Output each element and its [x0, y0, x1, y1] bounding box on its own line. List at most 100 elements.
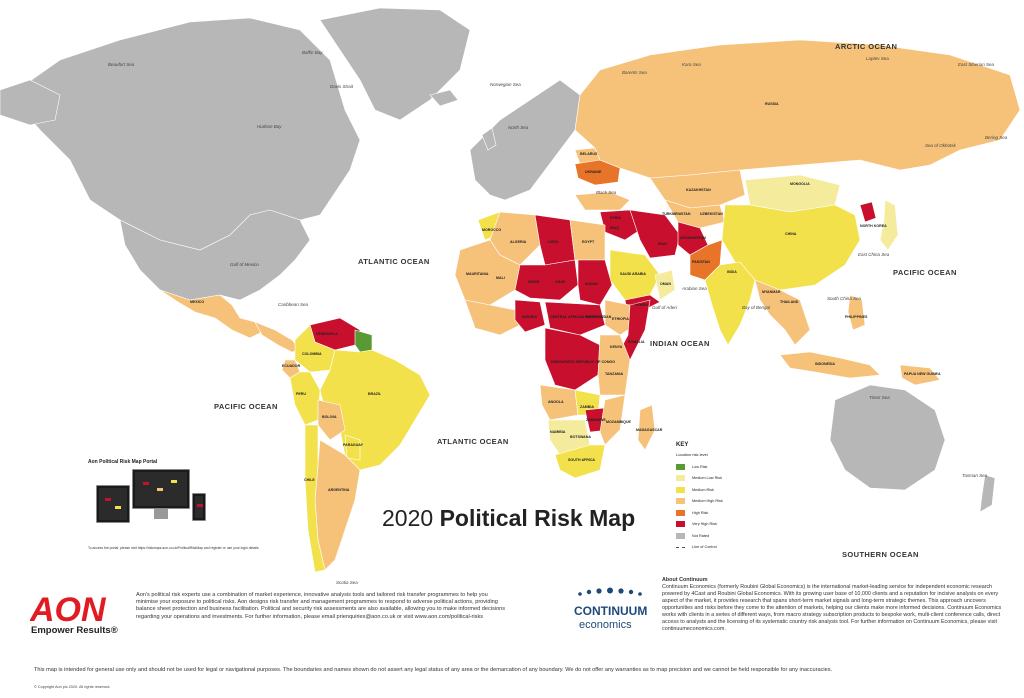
footer: AON Empower Results® Aon's political ris…	[0, 577, 1024, 698]
region-oman	[654, 269, 676, 301]
country-label: COLOMBIA	[302, 352, 322, 356]
portal-note: To access the portal, please visit https…	[88, 546, 260, 550]
country-label: LIBYA	[548, 240, 559, 244]
country-label: MOZAMBIQUE	[606, 420, 631, 424]
svg-text:economics: economics	[579, 619, 632, 631]
country-label: AFGHANISTAN	[680, 236, 706, 240]
country-label: VENEZUELA	[316, 332, 338, 336]
about-title: About Continuum	[662, 577, 708, 583]
key-item-medium: Medium Risk	[676, 484, 786, 496]
key-swatch-not-rated	[676, 532, 685, 539]
ocean-label-pacific-west: PACIFIC OCEAN	[214, 402, 278, 411]
country-label: MALI	[496, 276, 505, 280]
ocean-label-atlantic-south: ATLANTIC OCEAN	[437, 437, 509, 446]
country-label: MAURITANIA	[466, 272, 489, 276]
region-niger-chad	[514, 259, 579, 301]
region-western-europe	[469, 79, 581, 201]
region-turkey	[574, 191, 631, 211]
map-title-main: Political Risk Map	[439, 505, 636, 531]
key-label: Very High Risk	[692, 522, 717, 527]
sea-label: North Sea	[508, 125, 529, 130]
sea-label: Arabian Sea	[682, 286, 707, 291]
key-item-not-rated: Not Rated	[676, 530, 786, 542]
country-label: YEMEN	[635, 303, 648, 307]
country-label: BELARUS	[580, 152, 598, 156]
country-label: RUSSIA	[765, 102, 779, 106]
country-label: BRAZIL	[368, 392, 382, 396]
country-label: MEXICO	[190, 300, 205, 304]
key-swatch-low	[676, 463, 685, 470]
region-chile	[304, 424, 326, 573]
sea-label: Tasman Sea	[962, 473, 988, 478]
svg-text:CONTINUUM: CONTINUUM	[574, 604, 647, 618]
region-mozambique	[599, 394, 626, 446]
country-label: THAILAND	[780, 300, 799, 304]
ocean-label-southern: SOUTHERN OCEAN	[842, 550, 919, 559]
country-label: BOLIVIA	[322, 415, 337, 419]
region-new-zealand	[979, 474, 996, 513]
region-angola	[539, 384, 579, 421]
region-india	[704, 261, 756, 346]
sea-label: Laptev Sea	[866, 56, 889, 61]
key-item-very-high: Very High Risk	[676, 519, 786, 531]
key-item-low: Low Risk	[676, 461, 786, 473]
region-australia	[829, 384, 946, 491]
copyright: © Copyright Aon plc 2020. All rights res…	[34, 685, 111, 689]
region-drc	[544, 327, 601, 391]
country-label: UZBEKISTAN	[700, 212, 723, 216]
ocean-label-pacific-east: PACIFIC OCEAN	[893, 268, 957, 277]
region-north-korea	[859, 201, 877, 223]
country-label: PHILIPPINES	[845, 315, 868, 319]
continuum-logo-icon: CONTINUUM economics	[574, 587, 647, 631]
portal-title: Aon Political Risk Map Portal	[88, 459, 158, 465]
country-label: INDONESIA	[815, 362, 835, 366]
country-label: CHILE	[304, 478, 315, 482]
region-indonesia	[779, 351, 881, 379]
country-label: NIGER	[528, 280, 540, 284]
country-label: SYRIA	[610, 216, 621, 220]
country-label: TURKMENISTAN	[662, 212, 691, 216]
sea-label: East Siberian Sea	[958, 62, 995, 67]
map-key: KEY Location risk level Low Risk Medium …	[676, 442, 786, 553]
key-label: Line of Control	[692, 545, 717, 550]
country-label: NAMIBIA	[550, 430, 566, 434]
country-label: UKRAINE	[585, 170, 602, 174]
country-label: CHAD	[555, 280, 566, 284]
key-item-medium-high: Medium High Risk	[676, 496, 786, 508]
region-japan	[879, 199, 899, 251]
continuum-about: About Continuum Continuum Economics (for…	[662, 577, 1002, 633]
region-iceland	[429, 89, 459, 107]
key-swatch-high	[676, 509, 685, 516]
tablet-icon	[96, 485, 130, 523]
key-heading: KEY	[676, 442, 689, 448]
country-label: MADAGASCAR	[636, 428, 663, 432]
ocean-label-arctic: ARCTIC OCEAN	[835, 42, 898, 51]
country-label: PERU	[296, 392, 306, 396]
sea-label: East China Sea	[858, 252, 890, 257]
country-label: DEMOCRATIC REPUBLIC OF CONGO	[551, 360, 616, 364]
sea-label: Bay of Bengal	[742, 305, 771, 310]
sea-label: Beaufort Sea	[108, 62, 135, 67]
key-swatch-medium-low	[676, 475, 685, 482]
svg-text:AON: AON	[30, 591, 107, 629]
country-label: PAPUA NEW GUINEA	[904, 372, 941, 376]
country-label: INDIA	[727, 270, 737, 274]
region-china	[721, 204, 861, 291]
sea-label: Scotia Sea	[336, 580, 358, 585]
country-label: SOMALIA	[628, 340, 645, 344]
country-label: IRAN	[658, 242, 667, 246]
country-label: ANGOLA	[548, 400, 564, 404]
country-label: NORTH KOREA	[860, 224, 887, 228]
country-label: MONGOLIA	[790, 182, 810, 186]
sea-label: Timor Sea	[869, 395, 890, 400]
sea-label: Baffin Bay	[302, 50, 323, 55]
country-label: EGYPT	[582, 240, 595, 244]
region-paraguay	[344, 434, 361, 461]
country-label: ETHIOPIA	[612, 317, 629, 321]
country-label: OMAN	[660, 282, 671, 286]
phone-icon	[192, 493, 206, 521]
aon-description: Aon's political risk experts use a combi…	[136, 592, 506, 620]
sea-label: South China Sea	[827, 296, 862, 301]
country-label: MOROCCO	[482, 228, 502, 232]
sea-label: Caribbean Sea	[278, 302, 309, 307]
